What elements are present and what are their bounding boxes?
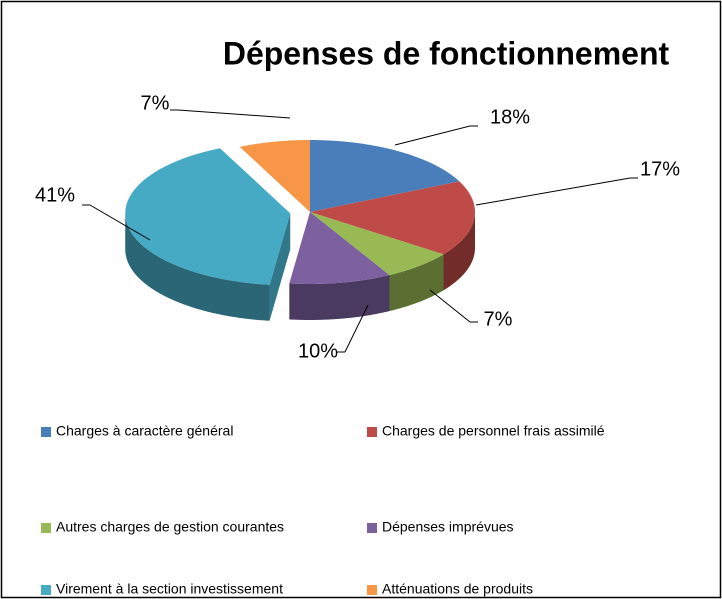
- legend-label: Atténuations de produits: [382, 581, 533, 597]
- legend-swatch: [41, 427, 51, 437]
- legend-swatch: [41, 585, 51, 595]
- slice-side: [443, 212, 475, 291]
- data-label: 10%: [298, 340, 338, 362]
- slice: [310, 140, 460, 212]
- data-label: 41%: [35, 184, 75, 206]
- leader-line: [177, 109, 291, 119]
- data-label: 7%: [141, 92, 170, 114]
- legend-swatch: [367, 585, 377, 595]
- slice: [289, 212, 390, 284]
- legend-swatch: [367, 523, 377, 533]
- data-label: 7%: [484, 308, 513, 330]
- slice-side: [125, 213, 270, 321]
- slice-side: [289, 275, 390, 320]
- legend-label: Charges à caractère général: [56, 423, 233, 439]
- slice-wall: [269, 213, 291, 321]
- slice: [310, 212, 444, 276]
- pie-tops: [125, 140, 475, 285]
- data-label: 18%: [490, 106, 530, 128]
- leader-line: [89, 204, 151, 241]
- slice: [125, 148, 291, 285]
- leader-line: [429, 289, 471, 323]
- slice: [239, 140, 310, 212]
- chart-title: Dépenses de fonctionnement: [223, 35, 670, 71]
- leader-line: [394, 125, 471, 146]
- slice: [310, 181, 475, 255]
- leader-line: [475, 177, 631, 206]
- legend-label: Virement à la section investissement: [56, 581, 283, 597]
- pie-sides: [125, 212, 475, 321]
- legend-label: Dépenses imprévues: [382, 519, 514, 535]
- leader-line: [344, 304, 369, 353]
- legend-label: Autres charges de gestion courantes: [56, 519, 284, 535]
- legend-swatch: [367, 427, 377, 437]
- legend-label: Charges de personnel frais assimilé: [382, 423, 605, 439]
- data-label: 17%: [640, 158, 680, 180]
- slice-side: [389, 254, 444, 312]
- legend-swatch: [41, 523, 51, 533]
